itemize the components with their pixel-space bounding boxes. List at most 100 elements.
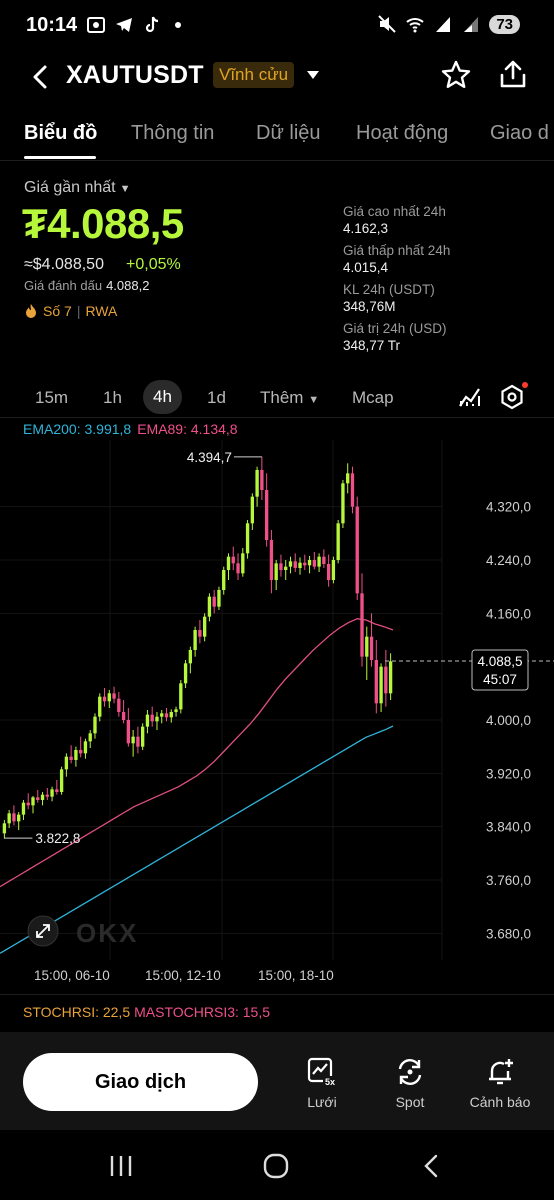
favorite-star-icon[interactable]: [440, 59, 472, 91]
interval-mcap[interactable]: Mcap: [352, 388, 394, 407]
interval-toolbar: 15m 1h 4h 1d Thêm ▼ Mcap: [0, 378, 554, 418]
candle-up: [307, 560, 312, 566]
candle-down: [117, 698, 121, 712]
candle-up: [341, 483, 345, 524]
okx-watermark: OKX: [76, 918, 138, 948]
candle-up: [193, 630, 197, 650]
candle-down: [136, 736, 140, 747]
mark-price-label: Giá đánh dấu: [24, 278, 103, 293]
candle-down: [150, 714, 154, 722]
rank-separator: |: [76, 303, 81, 319]
y-tick-label: 3.760,0: [486, 873, 531, 888]
chart-grid: [0, 440, 443, 960]
stochrsi-legend: STOCHRSI: 22,5 MASTOCHRSI3: 15,5: [23, 1004, 270, 1020]
stat-turnover-24h: Giá trị 24h (USD) 348,77 Tr: [343, 320, 450, 355]
candle-down: [45, 794, 49, 797]
recent-apps-icon[interactable]: [107, 1152, 135, 1180]
tab-chart[interactable]: Biểu đồ: [24, 122, 98, 144]
interval-1d[interactable]: 1d: [207, 388, 226, 407]
candle-up: [346, 473, 350, 484]
candlestick-chart[interactable]: OKX 4.320,0 4.240,0 4.160,0 4.000,0 3.920,0 3…: [0, 440, 554, 960]
back-arrow-icon[interactable]: [26, 62, 56, 92]
fire-icon: [26, 304, 36, 318]
interval-4h[interactable]: 4h: [143, 380, 182, 414]
candle-down: [236, 563, 240, 574]
alert-action[interactable]: Cảnh báo: [460, 1056, 540, 1110]
status-time: 10:14: [26, 14, 78, 36]
status-bar: 10:14 73: [0, 0, 554, 52]
spot-action[interactable]: Spot: [370, 1056, 450, 1110]
y-tick-label: 3.840,0: [486, 820, 531, 835]
grid-bot-label: Lưới: [307, 1094, 337, 1110]
stochrsi-label: STOCHRSI: 22,5: [23, 1004, 131, 1020]
last-price: ₮4.088,5: [22, 200, 184, 247]
chart-settings-icon[interactable]: [499, 384, 525, 410]
candle-up: [107, 693, 111, 702]
candle-down: [369, 636, 374, 660]
caret-down-icon: ▼: [119, 183, 131, 195]
trade-button[interactable]: Giao dịch: [23, 1053, 258, 1111]
share-icon[interactable]: [497, 58, 529, 90]
candle-down: [112, 693, 116, 699]
candle-down: [69, 756, 73, 760]
stat-label: Giá trị 24h (USD): [343, 321, 447, 336]
indicator-chart-icon[interactable]: [457, 384, 483, 410]
home-icon[interactable]: [262, 1152, 290, 1180]
ema-legend: EMA200: 3.991,8 EMA89: 4.134,8: [23, 421, 238, 437]
stat-value: 348,77 Tr: [343, 338, 401, 353]
tab-activity[interactable]: Hoạt động: [356, 122, 449, 144]
candle-down: [260, 470, 264, 490]
candle-up: [245, 523, 250, 554]
back-nav-icon[interactable]: [418, 1152, 446, 1180]
ema89-label: EMA89: 4.134,8: [137, 421, 238, 437]
app-header: XAUTUSDT Vĩnh cửu: [0, 52, 554, 100]
y-tick-label: 4.320,0: [486, 500, 531, 515]
signal-icon-2: [464, 17, 479, 32]
low-marker-label: 3.822,8: [35, 831, 80, 846]
candle-down: [79, 750, 83, 754]
candle-up: [274, 563, 278, 580]
x-tick-label: 15:00, 18-10: [258, 968, 334, 983]
interval-1h[interactable]: 1h: [103, 388, 122, 407]
stats-panel: Giá cao nhất 24h 4.162,3 Giá thấp nhất 2…: [343, 203, 450, 359]
x-tick-label: 15:00, 06-10: [34, 968, 110, 983]
y-tick-label: 4.240,0: [486, 553, 531, 568]
status-left-icons: [86, 15, 190, 35]
candle-down: [231, 556, 235, 564]
candle-up: [298, 562, 302, 568]
system-nav-bar: [0, 1130, 554, 1200]
candle-down: [322, 556, 326, 564]
candle-down: [269, 540, 274, 580]
instrument-symbol[interactable]: XAUTUSDT: [66, 61, 204, 89]
mastochrsi-label: MASTOCHRSI3: 15,5: [134, 1004, 271, 1020]
candle-up: [93, 716, 97, 734]
rank-row[interactable]: Số 7 | RWA: [24, 303, 117, 319]
last-price-selector[interactable]: Giá gần nhất ▼: [24, 179, 131, 197]
candle-down: [102, 696, 107, 702]
spot-label: Spot: [395, 1094, 425, 1110]
candle-up: [174, 709, 178, 712]
stat-label: Giá thấp nhất 24h: [343, 243, 451, 258]
candle-up: [17, 814, 21, 822]
contract-type-badge[interactable]: Vĩnh cửu: [213, 62, 295, 88]
candle-up: [50, 789, 54, 797]
tab-trade-partial[interactable]: Giao d: [490, 122, 549, 144]
candle-up: [336, 523, 340, 560]
tab-info[interactable]: Thông tin: [131, 122, 215, 144]
candle-up: [2, 823, 7, 834]
current-price-box: [471, 649, 529, 691]
expand-icon: [36, 924, 50, 938]
grid-bot-action[interactable]: 5x Lưới: [282, 1056, 362, 1110]
battery-level: 73: [489, 14, 520, 34]
candle-up: [388, 661, 393, 694]
candle-up: [284, 566, 288, 570]
chevron-down-icon[interactable]: [305, 68, 321, 82]
candle-up: [145, 714, 150, 727]
tiktok-icon: [145, 16, 159, 33]
candle-down: [164, 713, 169, 718]
interval-15m[interactable]: 15m: [35, 388, 69, 407]
interval-more[interactable]: Thêm ▼: [260, 388, 319, 408]
candle-down: [326, 564, 331, 580]
tab-data[interactable]: Dữ liệu: [256, 122, 321, 144]
candle-down: [55, 789, 59, 792]
